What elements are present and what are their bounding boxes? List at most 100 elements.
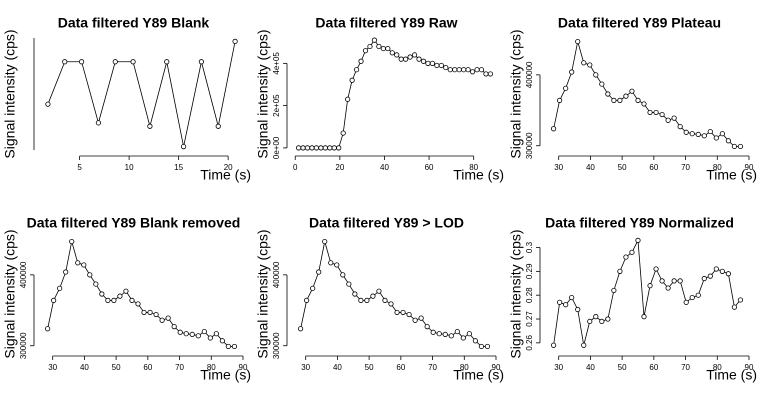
point: [695, 292, 701, 298]
point: [460, 335, 466, 341]
x-tick-label: 90: [492, 363, 501, 372]
x-tick-label: 40: [586, 163, 595, 172]
point: [380, 45, 386, 52]
x-tick-label: 70: [428, 363, 437, 372]
point: [695, 131, 701, 138]
point: [207, 335, 213, 341]
point: [394, 52, 400, 58]
chart-title: Data filtered Y89 Plateau: [558, 15, 721, 31]
point: [731, 143, 738, 150]
point: [474, 67, 480, 73]
point: [689, 294, 695, 301]
point: [605, 91, 611, 97]
x-tick-label: 20: [224, 163, 233, 172]
point: [394, 309, 400, 316]
point: [388, 301, 394, 307]
point: [309, 145, 315, 151]
point: [362, 48, 369, 54]
point: [442, 331, 448, 338]
point: [587, 318, 593, 325]
chart-title: Data filtered Y89 Blank removed: [27, 215, 241, 231]
chart-panel: Data filtered Y89 Blank removed Time (s) S…: [2, 215, 251, 383]
point: [629, 88, 635, 94]
chart-title: Data filtered Y89 > LOD: [309, 215, 464, 231]
point: [575, 38, 581, 45]
point: [683, 129, 689, 135]
point: [376, 288, 382, 294]
point: [328, 260, 334, 266]
point: [45, 326, 51, 332]
point: [557, 97, 563, 103]
point: [665, 117, 671, 123]
point: [295, 145, 302, 151]
x-tick-label: 20: [335, 163, 344, 172]
point: [231, 343, 238, 350]
point: [298, 326, 304, 332]
chart-panel: Data filtered Y89 Normalized Time (s) Sign…: [508, 215, 757, 383]
x-tick-label: 30: [554, 363, 563, 372]
x-tick-label: 50: [365, 363, 374, 372]
point: [611, 287, 617, 294]
point: [452, 67, 458, 73]
point: [677, 278, 683, 284]
y-tick-label: 400000: [19, 261, 28, 288]
x-tick-label: 50: [618, 163, 627, 172]
y-tick-label: 4e+05: [272, 52, 281, 75]
point: [95, 120, 102, 126]
point: [653, 266, 659, 272]
point: [153, 311, 159, 318]
point: [389, 50, 395, 56]
point: [569, 294, 575, 301]
point: [647, 283, 653, 289]
point: [105, 297, 111, 303]
point: [352, 291, 358, 297]
y-axis-label: Signal intensity (cps): [255, 29, 271, 158]
x-tick-label: 60: [649, 363, 658, 372]
y-tick-label: 0.27: [525, 311, 534, 327]
point: [322, 238, 328, 245]
x-axis-label: Time (s): [200, 167, 251, 183]
x-axis-label: Time (s): [706, 367, 757, 383]
point: [581, 60, 587, 66]
chart-panel: Data filtered Y89 Plateau Time (s) Signal …: [508, 15, 757, 183]
point: [647, 109, 653, 116]
point: [213, 331, 219, 337]
point: [683, 299, 689, 305]
point: [469, 69, 476, 75]
point: [557, 299, 563, 305]
point: [62, 59, 68, 65]
x-tick-label: 50: [112, 363, 121, 372]
point: [563, 85, 569, 91]
x-tick-label: 30: [554, 163, 563, 172]
point: [713, 266, 719, 272]
point: [466, 331, 472, 337]
x-tick-label: 40: [380, 163, 389, 172]
point: [443, 64, 449, 71]
x-tick-label: 15: [174, 163, 183, 172]
point: [420, 58, 427, 64]
point: [581, 342, 587, 348]
point: [93, 281, 99, 287]
x-tick-label: 60: [143, 363, 152, 372]
x-tick-label: 0: [293, 163, 298, 172]
y-tick-label: 0.3: [525, 241, 534, 253]
point: [400, 309, 406, 316]
point: [617, 268, 623, 274]
point: [358, 297, 364, 303]
point: [635, 97, 641, 103]
point: [183, 331, 189, 337]
point: [198, 59, 205, 65]
x-tick-label: 30: [301, 363, 310, 372]
point: [461, 67, 467, 73]
point: [436, 331, 442, 337]
point: [112, 59, 118, 65]
point: [641, 101, 647, 107]
point: [429, 60, 436, 66]
point: [629, 249, 635, 255]
x-tick-label: 80: [207, 363, 216, 372]
chart-panel: Data filtered Y89 Blank Time (s) Signal in…: [2, 15, 251, 183]
point: [78, 59, 85, 65]
point: [376, 43, 382, 50]
point: [63, 269, 69, 275]
point: [51, 297, 57, 303]
